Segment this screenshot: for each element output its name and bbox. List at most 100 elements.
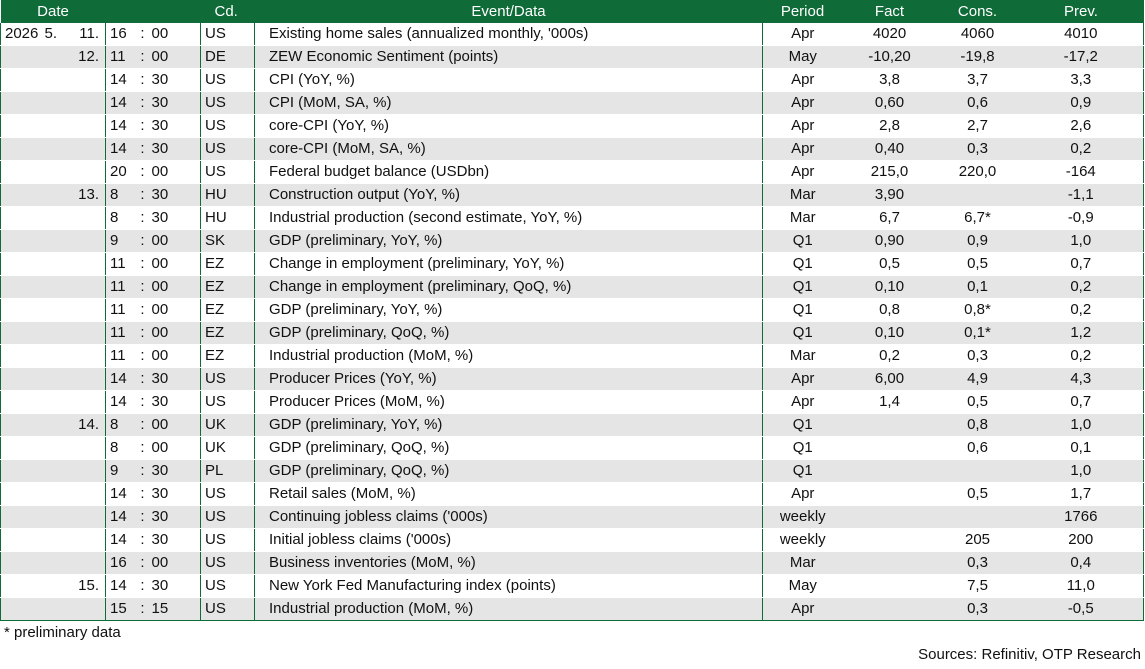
row-previous: 200	[1018, 528, 1144, 552]
row-time-colon: :	[133, 436, 152, 460]
table-row: 9:30 PL GDP (preliminary, QoQ, %) Q1 1,0	[0, 459, 1144, 483]
row-hour: 14	[105, 528, 134, 552]
row-country-code: UK	[200, 413, 255, 437]
row-event: Industrial production (MoM, %)	[254, 597, 763, 621]
row-period: Apr	[762, 137, 843, 161]
row-period: Apr	[762, 597, 843, 621]
row-day: 15.	[70, 574, 106, 598]
row-year	[0, 137, 45, 161]
row-time-colon: :	[133, 68, 152, 92]
row-year	[0, 459, 45, 483]
row-year	[0, 114, 45, 138]
row-year	[0, 45, 45, 69]
row-day	[70, 114, 106, 138]
row-month	[44, 367, 71, 391]
table-row: 14:30 US core-CPI (YoY, %) Apr 2,8 2,7 2,6	[0, 114, 1144, 138]
row-day	[70, 68, 106, 92]
row-country-code: US	[200, 574, 255, 598]
row-consensus: 4,9	[936, 367, 1019, 391]
row-period: May	[762, 574, 843, 598]
calendar-table: Date Cd. Event/Data Period Fact Cons. Pr…	[0, 0, 1144, 621]
row-consensus: 0,3	[936, 551, 1019, 575]
row-day: 14.	[70, 413, 106, 437]
row-event: ZEW Economic Sentiment (points)	[254, 45, 763, 69]
row-country-code: PL	[200, 459, 255, 483]
row-minute: 00	[151, 344, 201, 368]
row-minute: 30	[151, 459, 201, 483]
table-row: 13. 8:30 HU Construction output (YoY, %) Mar…	[0, 183, 1144, 207]
row-year	[0, 367, 45, 391]
row-country-code: UK	[200, 436, 255, 460]
row-minute: 30	[151, 505, 201, 529]
table-row: 15. 14:30 US New York Fed Manufacturing ind…	[0, 574, 1144, 598]
row-year	[0, 229, 45, 253]
row-consensus: 2,7	[936, 114, 1019, 138]
table-row: 11:00 EZ Industrial production (MoM, %) Mar…	[0, 344, 1144, 368]
row-consensus: 0,6	[936, 91, 1019, 115]
row-consensus: 0,3	[936, 344, 1019, 368]
row-minute: 30	[151, 183, 201, 207]
row-event: GDP (preliminary, QoQ, %)	[254, 321, 763, 345]
row-previous: 1,0	[1018, 229, 1144, 253]
row-country-code: US	[200, 68, 255, 92]
row-month	[44, 206, 71, 230]
row-event: Existing home sales (annualized monthly,…	[254, 23, 763, 46]
row-month	[44, 91, 71, 115]
row-hour: 14	[105, 482, 134, 506]
row-previous: 1,0	[1018, 459, 1144, 483]
row-consensus: 0,1	[936, 275, 1019, 299]
row-minute: 00	[151, 413, 201, 437]
row-period: weekly	[762, 528, 843, 552]
row-month	[44, 551, 71, 575]
row-fact	[842, 597, 937, 621]
row-month	[44, 413, 71, 437]
row-hour: 11	[105, 321, 134, 345]
row-previous: -17,2	[1018, 45, 1144, 69]
row-country-code: EZ	[200, 252, 255, 276]
row-fact: 2,8	[842, 114, 937, 138]
row-minute: 30	[151, 367, 201, 391]
row-previous: 2,6	[1018, 114, 1144, 138]
row-hour: 8	[105, 413, 134, 437]
row-period: Apr	[762, 482, 843, 506]
row-time-colon: :	[133, 413, 152, 437]
row-country-code: US	[200, 482, 255, 506]
row-hour: 11	[105, 298, 134, 322]
row-day: 12.	[70, 45, 106, 69]
row-time-colon: :	[133, 344, 152, 368]
row-fact	[842, 436, 937, 460]
row-month	[44, 574, 71, 598]
table-row: 14:30 US Producer Prices (YoY, %) Apr 6,00 4,…	[0, 367, 1144, 391]
row-hour: 16	[105, 551, 134, 575]
row-hour: 11	[105, 344, 134, 368]
row-hour: 8	[105, 183, 134, 207]
row-consensus: 0,1*	[936, 321, 1019, 345]
row-previous: 4010	[1018, 23, 1144, 46]
row-day	[70, 344, 106, 368]
row-previous: 0,2	[1018, 275, 1144, 299]
row-consensus: 0,8*	[936, 298, 1019, 322]
row-period: Apr	[762, 160, 843, 184]
row-country-code: EZ	[200, 298, 255, 322]
row-event: Continuing jobless claims ('000s)	[254, 505, 763, 529]
row-hour: 14	[105, 137, 134, 161]
row-consensus: 0,8	[936, 413, 1019, 437]
row-month	[44, 344, 71, 368]
row-month	[44, 45, 71, 69]
row-minute: 30	[151, 528, 201, 552]
row-event: New York Fed Manufacturing index (points…	[254, 574, 763, 598]
row-consensus: 0,3	[936, 137, 1019, 161]
row-hour: 11	[105, 45, 134, 69]
row-event: core-CPI (YoY, %)	[254, 114, 763, 138]
table-row: 16:00 US Business inventories (MoM, %) Mar 0…	[0, 551, 1144, 575]
row-country-code: US	[200, 91, 255, 115]
table-row: 14. 8:00 UK GDP (preliminary, YoY, %) Q1 0,8 1…	[0, 413, 1144, 437]
row-fact	[842, 482, 937, 506]
row-time-colon: :	[133, 459, 152, 483]
row-time-colon: :	[133, 183, 152, 207]
row-minute: 00	[151, 252, 201, 276]
row-country-code: HU	[200, 183, 255, 207]
row-fact	[842, 528, 937, 552]
row-event: Producer Prices (MoM, %)	[254, 390, 763, 414]
row-fact: 6,00	[842, 367, 937, 391]
